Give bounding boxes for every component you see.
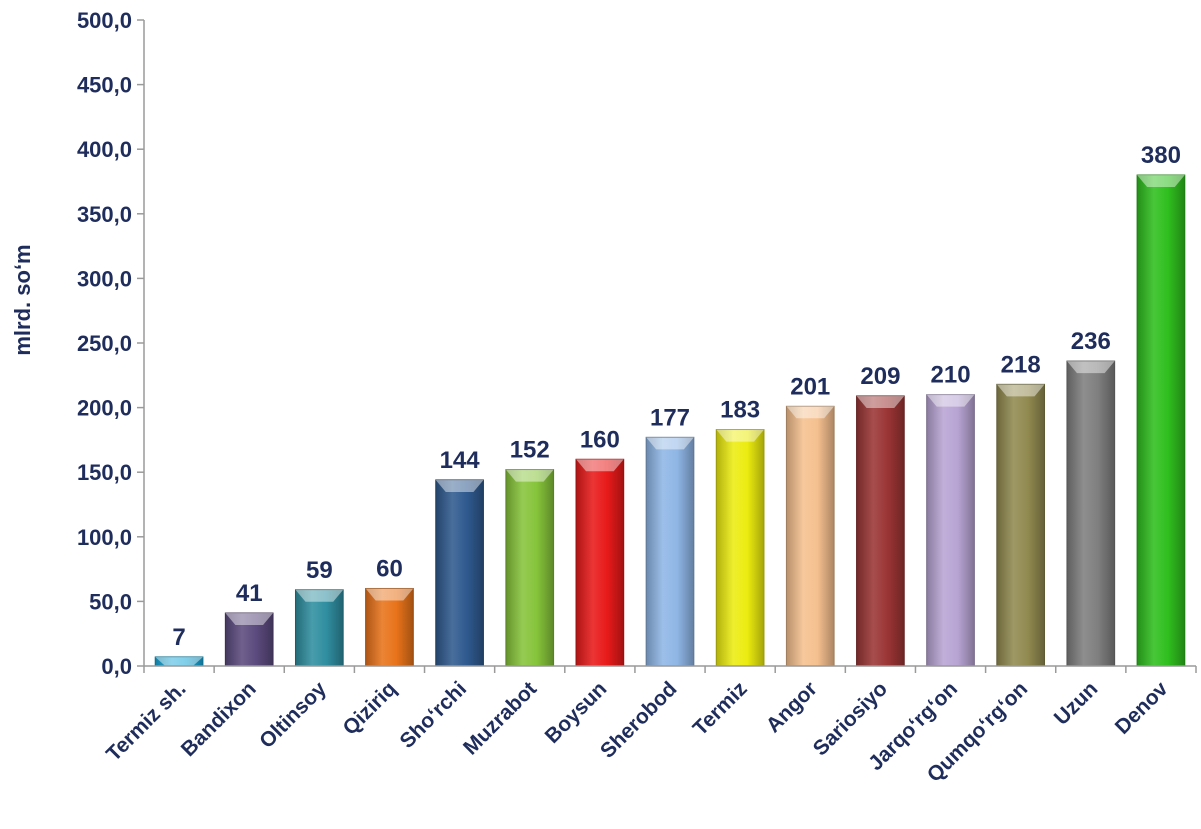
bar-body <box>294 589 344 667</box>
y-tick-label: 0,0 <box>101 654 132 679</box>
bar-12 <box>926 394 975 667</box>
x-tick-label: Muzrabot <box>459 677 541 759</box>
x-tick-label: Bandixon <box>177 677 261 761</box>
x-tick-label: Oltinsoy <box>255 677 331 753</box>
bar-13 <box>996 383 1046 667</box>
bar-1 <box>154 656 204 667</box>
y-tick-label: 450,0 <box>77 73 132 98</box>
bar-3 <box>294 589 344 667</box>
bar-5 <box>435 479 484 667</box>
y-axis-title: mlrd. so‘m <box>10 244 35 355</box>
data-label: 152 <box>510 437 550 464</box>
y-tick-label: 500,0 <box>77 8 132 33</box>
bar-top-bevel <box>786 406 835 419</box>
data-label: 236 <box>1071 328 1111 355</box>
bar-body <box>645 436 695 667</box>
x-tick-label: Uzun <box>1050 677 1103 730</box>
y-tick-label: 250,0 <box>77 331 132 356</box>
data-label: 41 <box>236 580 263 607</box>
x-tick-label: Qiziriq <box>339 677 401 739</box>
bar-top-bevel <box>1066 361 1115 374</box>
bar-top-bevel <box>155 656 203 666</box>
y-tick-label: 400,0 <box>77 137 132 162</box>
x-tick-label: Termiz sh. <box>102 677 191 766</box>
data-label: 177 <box>650 404 690 431</box>
bar-top-bevel <box>1137 175 1185 188</box>
data-label: 7 <box>172 624 185 651</box>
x-tick-label: Boysun <box>541 677 612 748</box>
x-tick-label: Angor <box>762 677 822 737</box>
bar-series: 7 41 59 60 144 152 160 177 183 201 209 210 218 236 380 <box>154 142 1186 667</box>
x-tick-label: Denov <box>1111 677 1173 739</box>
bar-8 <box>645 436 695 667</box>
bar-14 <box>1066 360 1116 667</box>
data-label: 210 <box>931 362 971 389</box>
data-label: 380 <box>1141 142 1181 169</box>
y-axis: 0,0 50,0 100,0 150,0 200,0 250,0 300,0 350,0 400… <box>77 8 145 679</box>
bar-top-bevel <box>576 459 624 472</box>
data-label: 209 <box>860 363 900 390</box>
bar-9 <box>715 429 765 667</box>
y-tick-label: 100,0 <box>77 525 132 550</box>
y-tick-label: 300,0 <box>77 266 132 291</box>
bar-top-bevel <box>505 469 554 482</box>
bar-top-bevel <box>435 479 484 492</box>
x-tick-label: Termiz <box>689 677 752 740</box>
bar-top-bevel <box>856 395 905 408</box>
y-tick-label: 200,0 <box>77 396 132 421</box>
y-tick-label: 150,0 <box>77 460 132 485</box>
bar-6 <box>505 469 555 667</box>
bar-body <box>856 395 905 667</box>
bar-top-bevel <box>365 588 414 601</box>
bar-body <box>505 469 555 667</box>
data-label: 218 <box>1001 351 1041 378</box>
bar-body <box>926 394 975 667</box>
data-label: 59 <box>306 557 333 584</box>
bar-top-bevel <box>646 437 694 450</box>
x-tick-label: Sherobod <box>596 677 682 763</box>
data-label: 144 <box>440 447 481 474</box>
bar-body <box>785 405 835 667</box>
data-label: 60 <box>376 555 403 582</box>
bar-11 <box>856 395 905 667</box>
bar-top-bevel <box>225 613 274 626</box>
bar-4 <box>365 587 414 667</box>
bar-top-bevel <box>996 384 1045 397</box>
bar-body <box>224 612 274 667</box>
bar-top-bevel <box>295 589 344 602</box>
bar-top-bevel <box>716 429 764 442</box>
bar-7 <box>575 458 625 667</box>
bar-body <box>575 458 625 667</box>
data-label: 160 <box>580 426 620 453</box>
bar-top-bevel <box>926 394 975 407</box>
bar-body <box>1066 360 1116 667</box>
bar-body <box>435 479 484 667</box>
bar-2 <box>224 612 274 667</box>
bar-body <box>1136 174 1186 667</box>
bar-body <box>365 587 414 667</box>
bar-body <box>715 429 765 667</box>
y-tick-label: 50,0 <box>89 589 132 614</box>
bar-10 <box>785 405 835 667</box>
bar-15 <box>1136 174 1186 667</box>
bar-body <box>996 383 1046 667</box>
data-label: 201 <box>790 373 830 400</box>
data-label: 183 <box>720 397 760 424</box>
y-tick-label: 350,0 <box>77 202 132 227</box>
